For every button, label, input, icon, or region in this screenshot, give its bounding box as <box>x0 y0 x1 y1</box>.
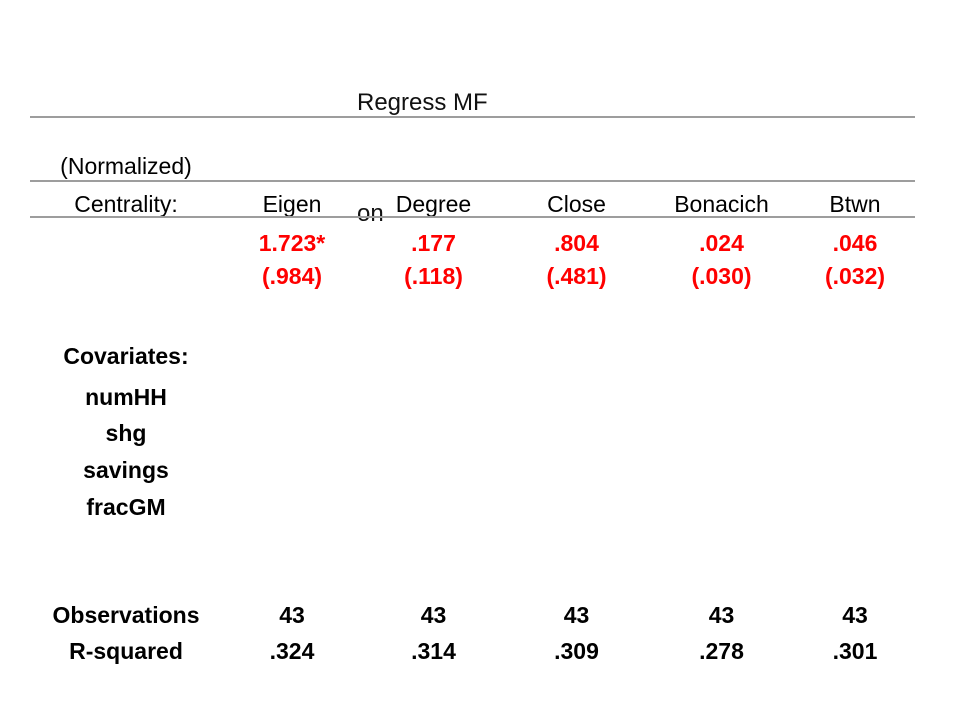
header-col-eigen: Eigen <box>262 191 322 217</box>
header-col-close: Close <box>547 191 606 217</box>
covariate-row: numHH <box>30 381 915 413</box>
se-degree: (.118) <box>404 263 463 289</box>
rsq-bonacich: .278 <box>699 638 744 664</box>
covariate-row: savings <box>30 454 915 486</box>
table-title: Regress MF on <box>357 10 488 306</box>
covariates-title: Covariates: <box>63 343 189 369</box>
header-label-centrality: Centrality: <box>74 191 178 217</box>
r-squared-label: R-squared <box>69 638 183 664</box>
std-error-row: (.984) (.118) (.481) (.030) (.032) <box>30 260 915 292</box>
obs-degree: 43 <box>420 602 447 628</box>
r-squared-row: R-squared .324 .314 .309 .278 .301 <box>30 635 915 667</box>
coef-degree: .177 <box>411 230 456 256</box>
header-rule <box>30 216 915 218</box>
coefficient-row: 1.723* .177 .804 .024 .046 <box>30 227 915 259</box>
rsq-eigen: .324 <box>269 638 315 664</box>
obs-eigen: 43 <box>279 602 305 628</box>
normalized-row: (Normalized) <box>30 150 915 182</box>
rsq-btwn: .301 <box>832 638 878 664</box>
coef-eigen: 1.723* <box>258 230 326 256</box>
rsq-close: .309 <box>554 638 599 664</box>
obs-btwn: 43 <box>842 602 868 628</box>
se-bonacich: (.030) <box>691 263 752 289</box>
top-rule <box>30 116 915 118</box>
covariate-fracgm: fracGM <box>86 494 166 520</box>
coef-bonacich: .024 <box>699 230 744 256</box>
obs-bonacich: 43 <box>708 602 735 628</box>
header-col-btwn: Btwn <box>829 191 881 217</box>
normalized-label: (Normalized) <box>60 153 192 179</box>
coef-close: .804 <box>554 230 599 256</box>
se-close: (.481) <box>546 263 607 289</box>
se-btwn: (.032) <box>824 263 886 289</box>
rsq-degree: .314 <box>411 638 456 664</box>
coef-btwn: .046 <box>832 230 878 256</box>
covariates-title-row: Covariates: <box>30 340 915 372</box>
mid-rule <box>30 180 915 182</box>
header-col-degree: Degree <box>395 191 472 217</box>
header-row: Centrality: Eigen Degree Close Bonacich … <box>30 188 915 220</box>
covariate-row: fracGM <box>30 491 915 523</box>
observations-row: Observations 43 43 43 43 43 <box>30 599 915 631</box>
header-col-bonacich: Bonacich <box>674 191 769 217</box>
obs-close: 43 <box>563 602 590 628</box>
observations-label: Observations <box>52 602 200 628</box>
covariate-row: shg <box>30 417 915 449</box>
table-title-line2: on <box>357 200 384 227</box>
covariate-savings: savings <box>83 457 169 483</box>
se-eigen: (.984) <box>261 263 323 289</box>
table-title-line1: Regress MF <box>357 89 488 116</box>
covariate-shg: shg <box>105 420 147 446</box>
covariate-numhh: numHH <box>85 384 167 410</box>
